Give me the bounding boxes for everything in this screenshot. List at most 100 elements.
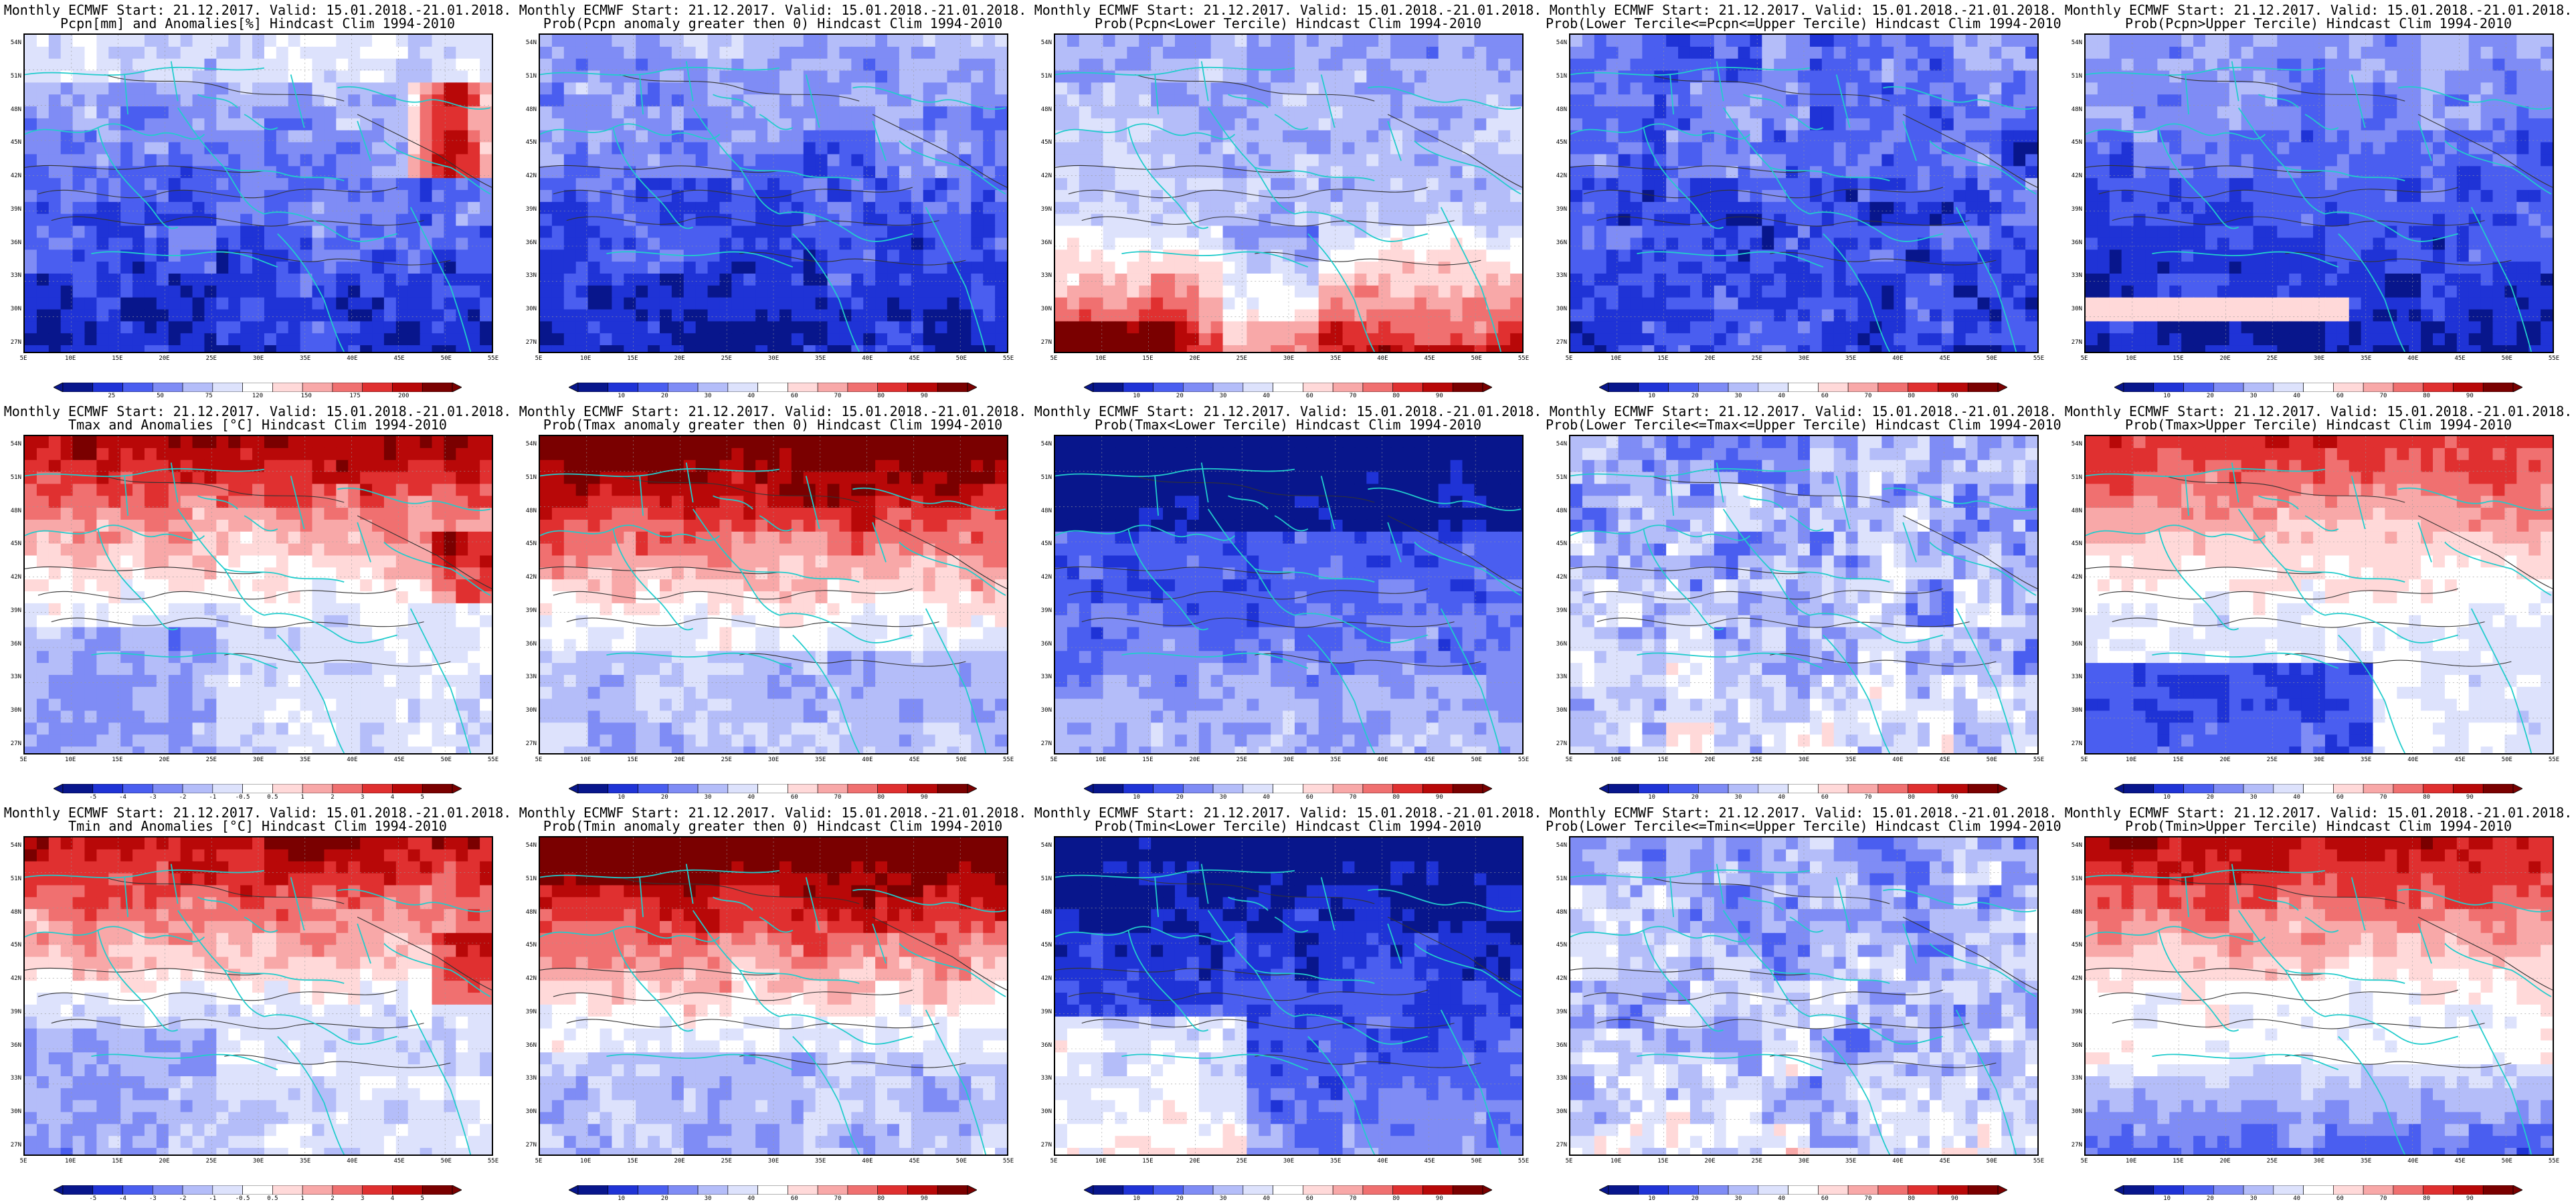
lon-tick-label: 25E [721,355,732,362]
map-panel: Monthly ECMWF Start: 21.12.2017. Valid: … [0,0,515,401]
map-panel: Monthly ECMWF Start: 21.12.2017. Valid: … [0,401,515,803]
lat-tick-label: 48N [10,106,21,113]
lon-tick-label: 45E [393,355,405,362]
colorbar-tick-label: 30 [1219,1195,1227,1202]
lat-tick-label: 27N [1040,339,1052,346]
lat-tick-label: 51N [10,72,21,80]
lon-tick-label: 10E [1095,757,1107,763]
lon-tick-label: 10E [1611,757,1622,763]
lon-tick-label: 25E [1751,757,1762,763]
lon-tick-label: 50E [1986,355,1997,362]
lon-tick-label: 15E [1657,355,1669,362]
lon-tick-label: 35E [2361,1158,2372,1165]
lat-tick-label: 39N [10,607,21,614]
lon-tick-label: 40E [1377,757,1388,763]
colorbar [1084,1185,1492,1195]
field-plot [1570,837,2037,1155]
lat-tick-label: 30N [1040,306,1052,313]
lat-tick-label: 30N [525,707,537,714]
lat-tick-label: 39N [10,1008,21,1015]
colorbar-tick-label: 80 [1392,794,1400,801]
lat-tick-label: 30N [2071,306,2082,313]
lon-tick-label: 25E [1236,757,1247,763]
lon-tick-label: 40E [862,1158,873,1165]
colorbar-tick-label: 30 [704,794,712,801]
lon-tick-label: 50E [440,757,452,763]
lon-tick-label: 35E [1845,355,1857,362]
lat-tick-label: 39N [2071,607,2082,614]
lat-tick-label: 30N [525,1108,537,1116]
colorbar [2114,784,2522,793]
colorbar-tick-label: 60 [790,794,798,801]
lat-tick-label: 33N [10,272,21,280]
colorbar [2114,383,2522,392]
lat-tick-label: 42N [1040,574,1052,581]
colorbar-tick-label: 90 [1950,794,1958,801]
lat-tick-label: 42N [1040,173,1052,180]
lat-tick-label: 36N [10,640,21,647]
panel-subtitle: Prob(Lower Tercile<=Tmin<=Upper Tercile)… [1546,818,2061,834]
colorbar-tick-label: 70 [1864,794,1872,801]
map-area [2084,435,2554,755]
map-area [23,836,493,1156]
colorbar [1599,784,2007,793]
lon-tick-label: 55E [1002,355,1014,362]
lat-tick-label: 51N [1040,474,1052,481]
colorbar-tick-label: -2 [179,794,187,801]
lat-tick-label: 54N [10,842,21,849]
map-area [539,836,1008,1156]
lon-tick-label: 5E [1050,355,1058,362]
lat-tick-label: 42N [10,574,21,581]
colorbar [1084,383,1492,392]
colorbar-tick-label: -5 [89,1195,97,1202]
lon-tick-label: 15E [112,1158,123,1165]
lat-tick-label: 54N [10,441,21,447]
lon-tick-label: 20E [1189,1158,1200,1165]
lat-tick-label: 45N [1040,139,1052,146]
lat-tick-label: 30N [2071,707,2082,714]
lon-tick-label: 40E [1377,355,1388,362]
map-area [1569,435,2039,755]
lat-tick-label: 54N [1040,842,1052,849]
colorbar-tick-label: -4 [119,794,126,801]
colorbar-tick-label: 80 [1392,1195,1400,1202]
panel-subtitle: Prob(Pcpn anomaly greater then 0) Hindca… [543,15,1003,31]
map-panel: Monthly ECMWF Start: 21.12.2017. Valid: … [1546,401,2061,803]
panel-title: Monthly ECMWF Start: 21.12.2017. Valid: … [1034,403,1542,419]
lat-tick-label: 45N [10,942,21,949]
colorbar-tick-label: 40 [747,794,755,801]
lon-tick-label: 25E [721,1158,732,1165]
lat-tick-label: 48N [2071,908,2082,916]
panel-subtitle: Tmin and Anomalies [°C] Hindcast Clim 19… [68,818,447,834]
lat-tick-label: 45N [2071,942,2082,949]
lon-tick-label: 35E [1330,355,1342,362]
lon-tick-label: 55E [2548,757,2560,763]
colorbar-tick-label: 70 [1349,393,1357,399]
colorbar-tick-label: 20 [660,393,668,399]
lon-tick-label: 40E [862,355,873,362]
lat-tick-label: 36N [1040,1041,1052,1049]
colorbar-tick-label: 20 [660,1195,668,1202]
colorbar-tick-label: 80 [2423,1195,2431,1202]
lat-tick-label: 45N [10,139,21,146]
lon-tick-label: 5E [1050,1158,1058,1165]
lat-tick-label: 51N [2071,72,2082,80]
map-area [2084,836,2554,1156]
lon-tick-label: 10E [580,757,591,763]
colorbar [1084,784,1492,793]
lat-tick-label: 39N [1040,1008,1052,1015]
lon-tick-label: 15E [627,1158,638,1165]
lat-tick-label: 30N [1556,306,1567,313]
colorbar-tick-label: 150 [300,393,312,399]
lon-tick-label: 40E [1892,1158,1904,1165]
lat-tick-label: 42N [10,975,21,983]
lon-tick-label: 10E [65,1158,76,1165]
panel-title: Monthly ECMWF Start: 21.12.2017. Valid: … [2064,403,2573,419]
lat-tick-label: 27N [10,1142,21,1148]
colorbar-tick-label: 60 [1821,1195,1829,1202]
colorbar-tick-label: 40 [2293,794,2301,801]
colorbar-tick-label: 3 [360,1195,365,1202]
lat-tick-label: 51N [2071,474,2082,481]
lon-tick-label: 20E [2219,355,2231,362]
colorbar-tick-label: 10 [618,1195,626,1202]
